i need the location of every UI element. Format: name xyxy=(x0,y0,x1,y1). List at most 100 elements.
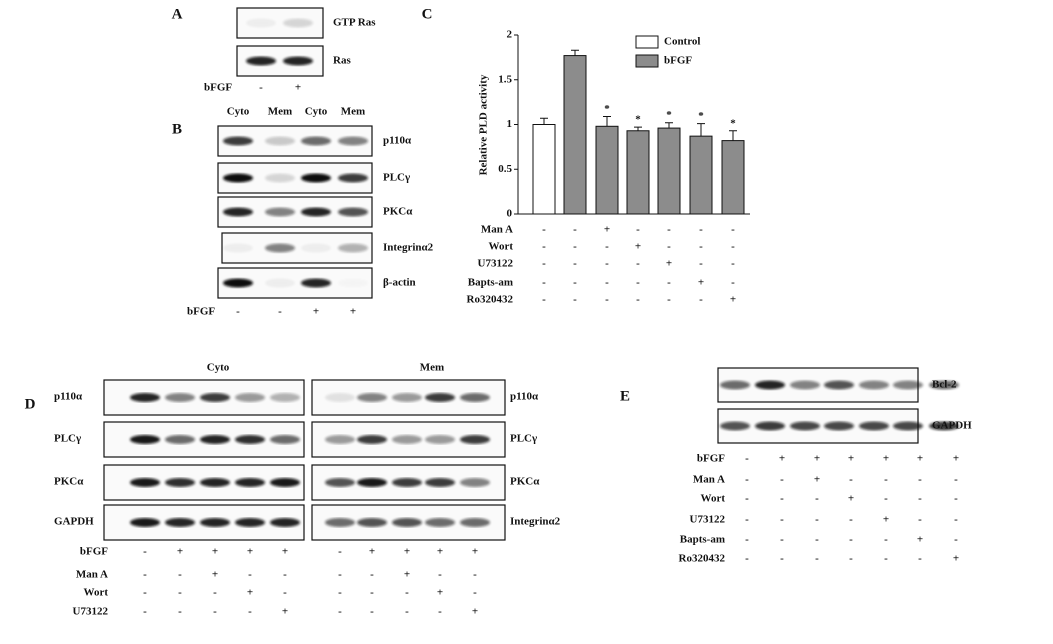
y-tick-label: 1.5 xyxy=(498,73,512,85)
band xyxy=(130,518,160,527)
treatment-sign: - xyxy=(667,241,671,253)
column-header: Cyto xyxy=(227,106,250,118)
band xyxy=(235,435,265,444)
treatment-sign: - xyxy=(918,553,922,565)
band xyxy=(235,518,265,527)
band xyxy=(755,380,785,390)
treatment-sign: + xyxy=(247,587,253,599)
treatment-sign: - xyxy=(849,534,853,546)
band xyxy=(165,478,195,487)
treatment-sign: + xyxy=(247,546,253,558)
treatment-sign: + xyxy=(350,306,356,318)
treatment-label: Ro320432 xyxy=(467,294,514,306)
significance-mark: * xyxy=(698,110,704,122)
band xyxy=(338,243,368,253)
band xyxy=(301,173,331,183)
treatment-sign: - xyxy=(731,277,735,289)
band xyxy=(165,393,195,402)
band xyxy=(392,393,422,402)
treatment-label: Wort xyxy=(701,493,726,505)
treatment-label: U73122 xyxy=(73,606,109,618)
band xyxy=(357,478,387,487)
band xyxy=(824,380,854,390)
treatment-sign: - xyxy=(438,569,442,581)
band xyxy=(130,393,160,402)
treatment-sign: - xyxy=(780,474,784,486)
band xyxy=(893,421,923,431)
treatment-sign: + xyxy=(883,453,889,465)
y-tick-label: 0.5 xyxy=(498,163,512,175)
treatment-sign: + xyxy=(635,241,641,253)
bar xyxy=(689,135,713,215)
treatment-sign: - xyxy=(248,606,252,618)
treatment-sign: - xyxy=(699,241,703,253)
treatment-sign: + xyxy=(814,474,820,486)
error-bar xyxy=(571,49,579,56)
band xyxy=(223,207,253,217)
treatment-sign: - xyxy=(636,294,640,306)
band xyxy=(283,18,313,28)
treatment-sign: - xyxy=(636,258,640,270)
treatment-label: bFGF xyxy=(80,546,108,558)
band xyxy=(325,518,355,527)
y-tick-label: 0 xyxy=(507,208,513,220)
treatment-sign: - xyxy=(667,277,671,289)
band xyxy=(301,207,331,217)
band xyxy=(165,518,195,527)
band xyxy=(223,278,253,288)
treatment-sign: - xyxy=(213,606,217,618)
band xyxy=(929,380,959,390)
blot-label: PKCα xyxy=(510,476,540,488)
treatment-label: Man A xyxy=(693,474,725,486)
treatment-sign: - xyxy=(849,474,853,486)
blot-label: GTP Ras xyxy=(333,17,376,29)
band xyxy=(425,478,455,487)
section-title: Cyto xyxy=(207,362,230,374)
treatment-sign: - xyxy=(143,546,147,558)
blot-label: GAPDH xyxy=(54,516,94,528)
treatment-sign: - xyxy=(573,224,577,236)
band xyxy=(270,435,300,444)
treatment-sign: - xyxy=(849,553,853,565)
band xyxy=(325,478,355,487)
band xyxy=(720,380,750,390)
band xyxy=(790,421,820,431)
treatment-sign: + xyxy=(848,453,854,465)
error-bar xyxy=(665,122,673,129)
significance-mark: * xyxy=(635,114,641,126)
treatment-label: Wort xyxy=(489,241,514,253)
band xyxy=(130,478,160,487)
treatment-sign: - xyxy=(815,514,819,526)
treatment-sign: - xyxy=(283,587,287,599)
treatment-sign: - xyxy=(745,553,749,565)
treatment-sign: - xyxy=(143,569,147,581)
treatment-sign: - xyxy=(405,587,409,599)
blot-label: Integrinα2 xyxy=(383,242,434,254)
treatment-sign: - xyxy=(731,224,735,236)
treatment-sign: - xyxy=(954,514,958,526)
treatment-sign: - xyxy=(143,587,147,599)
band xyxy=(357,435,387,444)
band xyxy=(246,56,276,66)
error-bar xyxy=(729,130,737,141)
error-bar xyxy=(540,117,548,125)
treatment-sign: - xyxy=(370,587,374,599)
treatment-sign: - xyxy=(745,534,749,546)
blot-label: PKCα xyxy=(54,476,84,488)
column-header: Cyto xyxy=(305,106,328,118)
treatment-label: bFGF xyxy=(204,82,232,94)
column-header: Mem xyxy=(268,106,292,118)
band xyxy=(200,435,230,444)
treatment-sign: + xyxy=(404,569,410,581)
treatment-sign: - xyxy=(884,553,888,565)
legend-label: Control xyxy=(664,36,700,48)
band xyxy=(338,207,368,217)
treatment-sign: - xyxy=(338,569,342,581)
treatment-sign: - xyxy=(731,258,735,270)
treatment-label: Man A xyxy=(76,569,108,581)
treatment-sign: - xyxy=(605,277,609,289)
blot-label: PKCα xyxy=(383,206,413,218)
treatment-sign: - xyxy=(338,587,342,599)
band xyxy=(265,278,295,288)
treatment-sign: + xyxy=(472,606,478,618)
